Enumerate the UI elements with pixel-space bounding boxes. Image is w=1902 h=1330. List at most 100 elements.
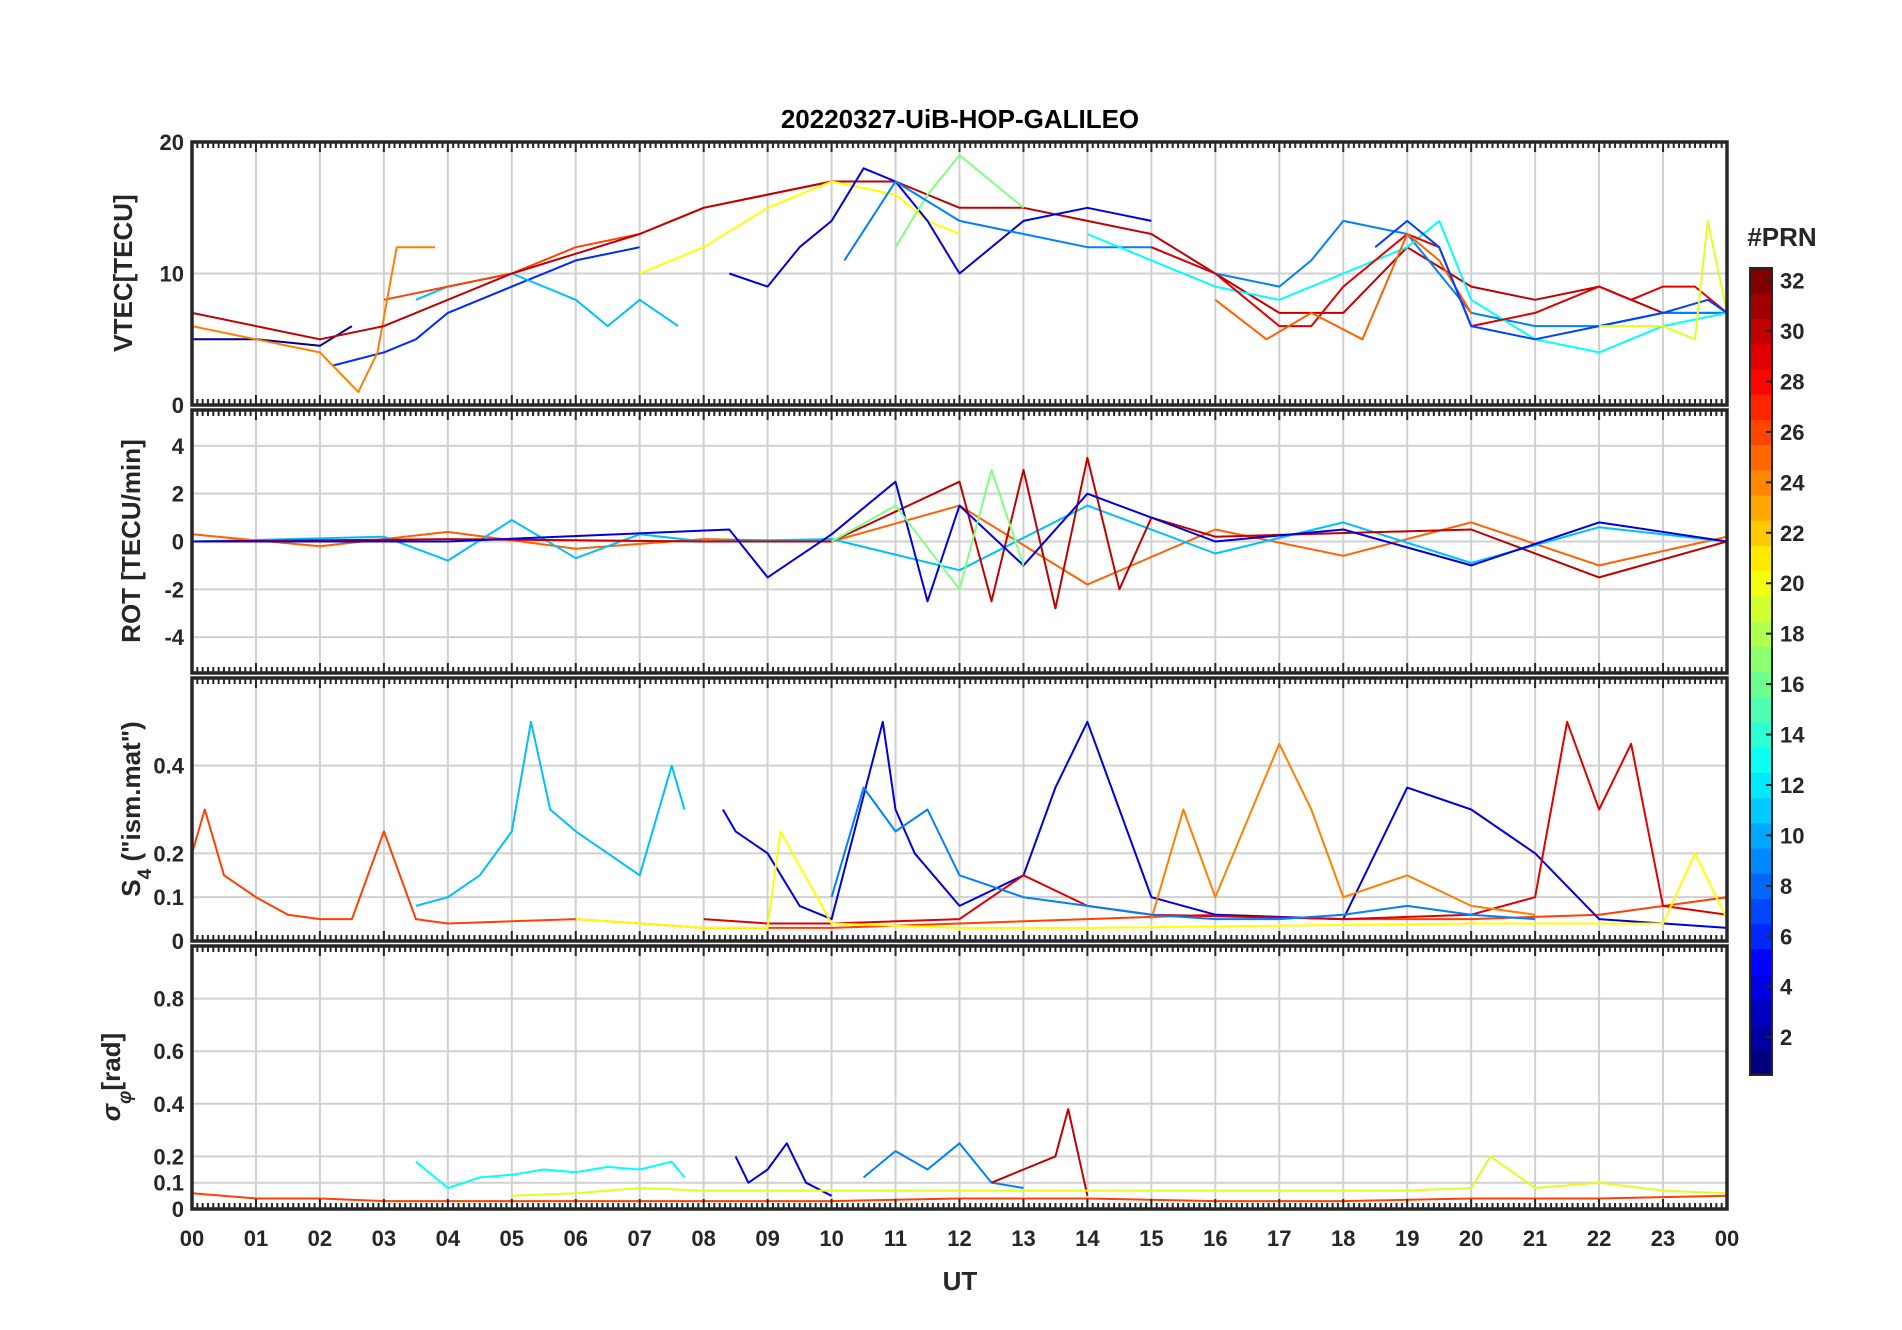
chart-title: 20220327-UiB-HOP-GALILEO — [781, 104, 1139, 134]
colorbar-segment — [1750, 268, 1772, 294]
colorbar-segment — [1750, 747, 1772, 773]
x-tick-label: 09 — [755, 1226, 779, 1251]
series-line-s4-5 — [830, 786, 1536, 921]
series-line-rot-1 — [192, 504, 1727, 572]
colorbar-segment — [1750, 646, 1772, 673]
colorbar-segment — [1750, 797, 1772, 824]
x-tick-label: 04 — [436, 1226, 461, 1251]
colorbar-tick-label: 20 — [1780, 571, 1804, 596]
colorbar-segment — [1750, 343, 1772, 370]
x-tick-label: 00 — [1715, 1226, 1739, 1251]
colorbar-segment — [1750, 923, 1772, 950]
colorbar-tick-label: 18 — [1780, 622, 1804, 647]
y-tick-label: 0 — [172, 530, 184, 555]
series-line-vtec-8 — [894, 154, 1025, 248]
panel-s4: 0 0.1 0.2 0.4 — [153, 676, 1729, 954]
series-group — [192, 456, 1727, 610]
colorbar-tick-label: 14 — [1780, 723, 1805, 748]
x-tick-label: 19 — [1395, 1226, 1419, 1251]
colorbar-tick-label: 32 — [1780, 269, 1804, 294]
y-tick-label: 20 — [160, 130, 184, 155]
plot-frame — [190, 408, 1729, 675]
series-group — [192, 154, 1727, 393]
colorbar-segment — [1750, 873, 1772, 900]
x-tick-label: 16 — [1203, 1226, 1227, 1251]
colorbar-tick-label: 2 — [1780, 1025, 1792, 1050]
y-tick-label: 0 — [172, 393, 184, 418]
y-tick-label: 0.2 — [153, 1144, 184, 1169]
colorbar-tick-label: 26 — [1780, 420, 1804, 445]
y-tick-label: 0.1 — [153, 1171, 184, 1196]
series-line-vtec-5 — [192, 180, 1727, 341]
series-line-sigma-4 — [991, 1108, 1089, 1197]
colorbar-segment — [1750, 999, 1772, 1026]
series-line-vtec-13 — [1374, 219, 1727, 341]
x-tick-label: 01 — [244, 1226, 268, 1251]
series-line-sigma-3 — [862, 1142, 1024, 1189]
colorbar-segment — [1750, 1024, 1772, 1051]
y-tick-label: 10 — [160, 262, 184, 287]
plot-frame — [190, 676, 1729, 943]
colorbar-segment — [1750, 721, 1772, 748]
colorbar-segment — [1750, 671, 1772, 698]
colorbar-segment — [1750, 772, 1772, 799]
x-tick-label: 02 — [308, 1226, 332, 1251]
colorbar-segment — [1750, 293, 1772, 320]
plot-frame — [190, 944, 1729, 1211]
panel-vtec: 0 10 20 — [160, 130, 1729, 418]
x-tick-label: 11 — [884, 1226, 907, 1251]
x-tick-label: 18 — [1331, 1226, 1355, 1251]
x-tick-label: 21 — [1523, 1226, 1547, 1251]
colorbar-segment — [1750, 848, 1772, 874]
colorbar-segment — [1750, 318, 1772, 345]
series-line-s4-2 — [722, 720, 1727, 929]
series-line-rot-3 — [192, 480, 1727, 603]
colorbar-segment — [1750, 696, 1772, 723]
colorbar-segment — [1750, 469, 1772, 496]
series-line-vtec-4 — [192, 246, 435, 393]
series-line-vtec-9 — [843, 180, 1727, 328]
colorbar-segment — [1750, 570, 1772, 597]
series-line-s4-6 — [575, 830, 1727, 929]
y-tick-label: 0.4 — [153, 754, 184, 779]
y-tick-label: 0.8 — [153, 987, 184, 1012]
colorbar-segment — [1750, 595, 1772, 622]
y-tick-label: -4 — [164, 625, 184, 650]
y-tick-label: 0.2 — [153, 841, 184, 866]
x-tick-label: 20 — [1459, 1226, 1483, 1251]
colorbar-tick-label: 12 — [1780, 773, 1804, 798]
series-line-sigma-2 — [734, 1142, 833, 1197]
colorbar-segment — [1750, 974, 1772, 1000]
series-line-s4-4 — [1150, 742, 1536, 920]
series-line-sigma-5 — [511, 1155, 1727, 1197]
series-line-s4-1 — [415, 720, 686, 907]
y-axis-label-sigma-phi: σφ[rad] — [96, 1033, 136, 1121]
colorbar-segment — [1750, 545, 1772, 572]
x-tick-label: 06 — [564, 1226, 588, 1251]
colorbar-tick-label: 24 — [1780, 470, 1805, 495]
colorbar-tick-label: 10 — [1780, 823, 1804, 848]
colorbar-segment — [1750, 494, 1772, 521]
series-line-rot-2 — [192, 456, 1727, 610]
x-tick-label: 07 — [627, 1226, 651, 1251]
y-tick-label: 0.1 — [153, 885, 184, 910]
x-tick-label: 13 — [1011, 1226, 1035, 1251]
x-tick-labels: 00 01 02 03 04 05 06 07 08 09 10 11 12 13 14 15 16 17 18 19… — [180, 1226, 1739, 1251]
plot-frame — [190, 140, 1729, 407]
colorbar-tick-label: 4 — [1780, 975, 1793, 1000]
y-axis-label-rot: ROT [TECU/min] — [116, 439, 146, 643]
colorbar-segment — [1750, 898, 1772, 925]
y-axis-label-vtec: VTEC[TECU] — [108, 194, 138, 351]
colorbar-segment — [1750, 444, 1772, 471]
y-tick-label: 0.6 — [153, 1039, 184, 1064]
colorbar-tick-label: 16 — [1780, 672, 1804, 697]
colorbar-tick-label: 30 — [1780, 319, 1804, 344]
x-tick-label: 22 — [1587, 1226, 1611, 1251]
colorbar-segment — [1750, 621, 1772, 647]
series-line-sigma-1 — [415, 1160, 686, 1189]
panel-rot: -4 -2 0 2 4 — [164, 408, 1729, 675]
colorbar-segment — [1750, 822, 1772, 849]
y-tick-label: 0 — [172, 929, 184, 954]
y-tick-label: 0 — [172, 1197, 184, 1222]
